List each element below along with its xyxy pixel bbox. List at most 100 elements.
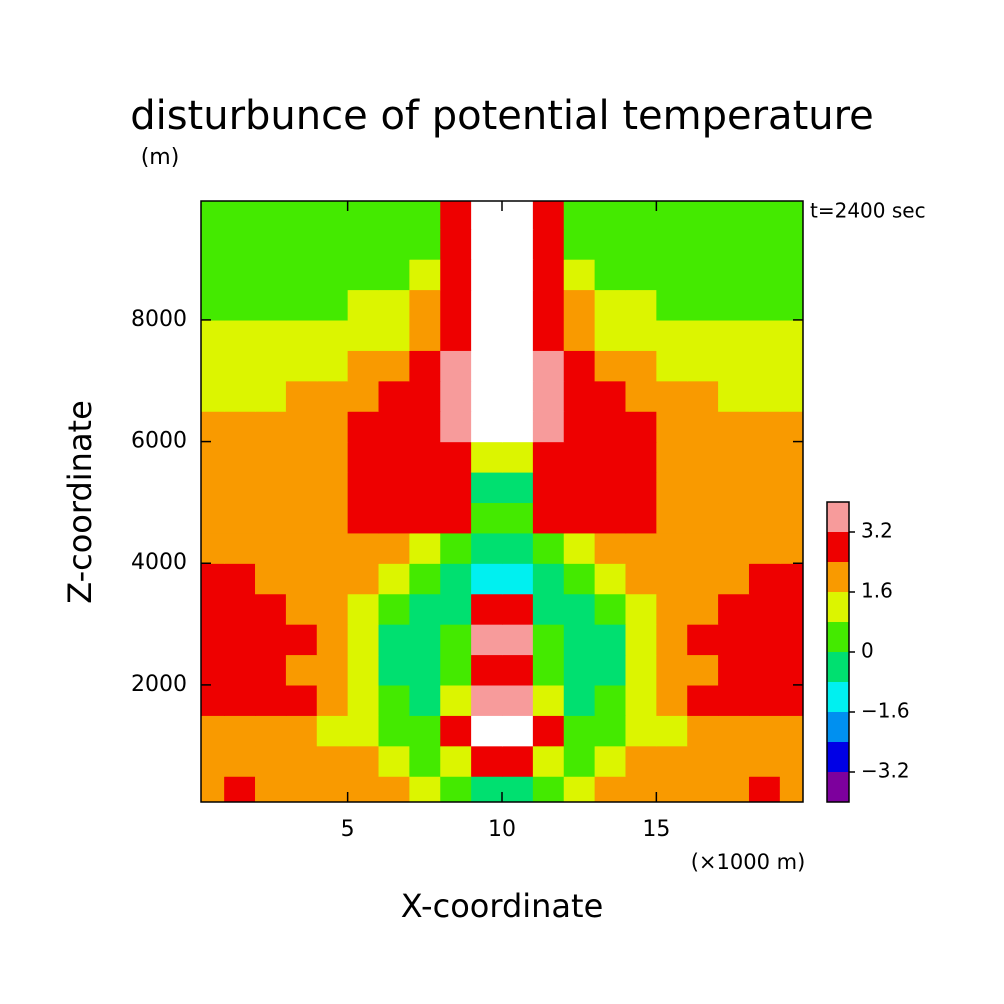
- contour-cell: [502, 319, 534, 351]
- contour-cell: [224, 319, 256, 351]
- axes: 5 10 15 2000 4000 6000 8000 3.2 1.6 0 −1.6 −3.2: [131, 200, 910, 842]
- contour-cell: [718, 259, 750, 291]
- contour-cell: [502, 624, 534, 656]
- contour-cell: [201, 593, 225, 625]
- contour-cell: [347, 684, 380, 716]
- y-unit: (m): [141, 145, 180, 170]
- contour-cell: [409, 350, 441, 382]
- contour-cell: [656, 684, 688, 716]
- contour-cell: [625, 593, 657, 625]
- colorbar-tick-label: −3.2: [861, 759, 910, 783]
- contour-cell: [748, 411, 781, 443]
- contour-cell: [285, 593, 318, 625]
- contour-cell: [687, 228, 719, 260]
- contour-cell: [502, 502, 534, 534]
- contour-cell: [656, 776, 688, 802]
- contour-cell: [532, 259, 565, 291]
- contour-cell: [687, 563, 719, 595]
- contour-cell: [502, 411, 534, 443]
- contour-cell: [563, 201, 596, 230]
- y-tick-label: 6000: [131, 429, 187, 454]
- contour-cell: [224, 228, 256, 260]
- contour-cell: [440, 228, 472, 260]
- contour-cell: [347, 350, 380, 382]
- contour-cell: [224, 715, 256, 747]
- colorbar-tick-label: 3.2: [861, 519, 893, 543]
- contour-cell: [471, 259, 503, 291]
- contour-cell: [201, 471, 225, 504]
- contour-cell: [347, 715, 380, 747]
- contour-cell: [409, 563, 441, 595]
- contour-cell: [440, 259, 472, 291]
- contour-cell: [471, 228, 503, 260]
- contour-cell: [687, 654, 719, 686]
- contour-cell: [409, 471, 441, 504]
- contour-cell: [687, 502, 719, 534]
- contour-cell: [656, 380, 688, 412]
- contour-cell: [347, 654, 380, 686]
- contour-cell: [378, 745, 410, 777]
- contour-cell: [718, 593, 750, 625]
- contour-cell: [316, 201, 349, 230]
- contour-cell: [255, 471, 287, 504]
- y-axis-label: Z-coordinate: [61, 400, 99, 604]
- contour-cell: [440, 624, 472, 656]
- contour-cell: [502, 289, 534, 321]
- contour-cell: [625, 228, 657, 260]
- contour-cell: [748, 624, 781, 656]
- contour-cell: [625, 380, 657, 412]
- contour-cell: [347, 228, 380, 260]
- contour-cell: [687, 259, 719, 291]
- contour-cell: [718, 715, 750, 747]
- contour-cell: [563, 563, 596, 595]
- contour-cell: [656, 471, 688, 504]
- contour-cell: [224, 259, 256, 291]
- contour-cell: [656, 441, 688, 473]
- contour-cell: [285, 532, 318, 564]
- contour-cell: [201, 654, 225, 686]
- contour-cell: [201, 380, 225, 412]
- contour-cell: [201, 715, 225, 747]
- contour-cell: [532, 654, 565, 686]
- colorbar-band: [827, 562, 849, 592]
- contour-cell: [625, 654, 657, 686]
- contour-cell: [748, 380, 781, 412]
- contour-cell: [748, 745, 781, 777]
- contour-cell: [594, 228, 627, 260]
- contour-cell: [594, 593, 627, 625]
- contour-cell: [378, 289, 410, 321]
- contour-cell: [594, 201, 627, 230]
- contour-cell: [409, 380, 441, 412]
- contour-cell: [409, 259, 441, 291]
- contour-cell: [594, 350, 627, 382]
- contour-cell: [347, 259, 380, 291]
- contour-cell: [471, 745, 503, 777]
- contour-cell: [347, 502, 380, 534]
- contour-cell: [224, 289, 256, 321]
- contour-cell: [718, 228, 750, 260]
- contour-cell: [656, 715, 688, 747]
- contour-cell: [532, 471, 565, 504]
- colorbar-band: [827, 712, 849, 742]
- contour-cell: [625, 471, 657, 504]
- contour-cell: [378, 380, 410, 412]
- contour-cell: [687, 471, 719, 504]
- contour-cell: [409, 532, 441, 564]
- contour-cell: [625, 502, 657, 534]
- contour-cell: [718, 654, 750, 686]
- contour-cell: [347, 201, 380, 230]
- contour-cell: [255, 715, 287, 747]
- contour-cell: [471, 776, 503, 802]
- x-tick-label: 5: [341, 817, 355, 842]
- contour-cell: [563, 593, 596, 625]
- contour-cell: [471, 502, 503, 534]
- contour-cell: [255, 350, 287, 382]
- contour-cell: [687, 776, 719, 802]
- contour-cell: [255, 201, 287, 230]
- contour-cell: [656, 502, 688, 534]
- contour-cell: [378, 593, 410, 625]
- contour-cell: [594, 624, 627, 656]
- contour-cell: [718, 502, 750, 534]
- contour-cell: [440, 471, 472, 504]
- contour-cell: [687, 319, 719, 351]
